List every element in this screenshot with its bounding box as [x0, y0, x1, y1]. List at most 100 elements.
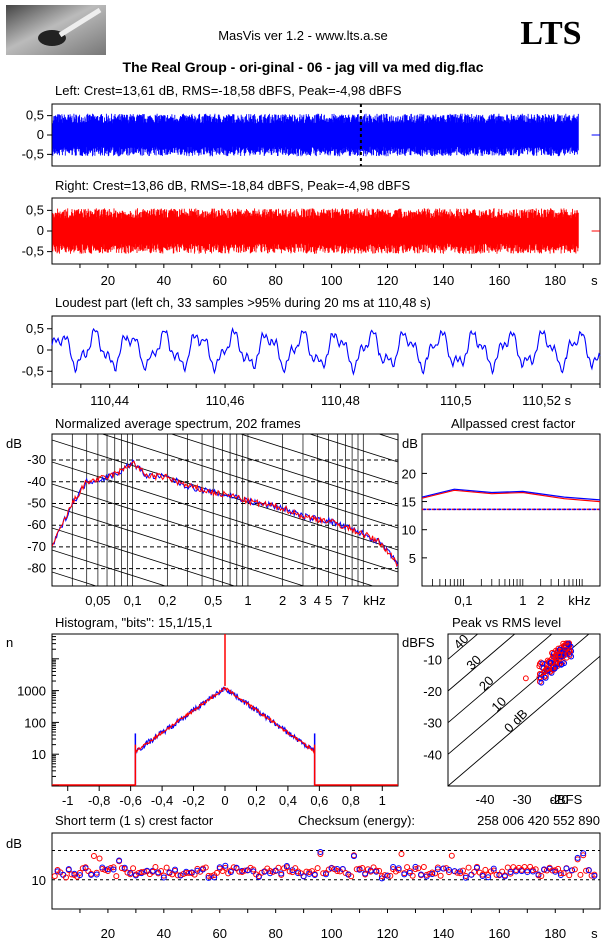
- crest-point-right: [412, 866, 419, 873]
- crest-point-right: [566, 872, 573, 879]
- x-tick-label: 2: [537, 593, 544, 608]
- spectrum-ylabel: dB: [6, 436, 22, 451]
- crest-point-right: [130, 865, 137, 872]
- y-tick-label: 0,5: [26, 202, 44, 217]
- crest-point-right: [213, 869, 220, 876]
- crest-point-right: [68, 871, 75, 878]
- y-tick-label: 0: [37, 223, 44, 238]
- crest-point-right: [580, 852, 587, 859]
- crest-diagonal: [448, 655, 600, 786]
- crest-point-left: [267, 870, 274, 877]
- diagonal-label: 0 dB: [501, 706, 531, 736]
- diagonal-label: 10: [488, 694, 509, 715]
- crest-point-right: [269, 868, 276, 875]
- crest-point-right: [275, 864, 282, 871]
- crest-point-left: [300, 873, 307, 880]
- loudest-part-line: [51, 326, 601, 376]
- crest-point-left: [569, 867, 576, 874]
- slope-gridline: [52, 505, 305, 586]
- crest-point-left: [54, 868, 61, 875]
- crest-point-right: [538, 873, 545, 880]
- crest-point-left: [580, 850, 587, 857]
- x-tick-label: 3: [299, 593, 306, 608]
- y-tick-label: 10: [32, 747, 46, 762]
- crest-point-left: [462, 874, 469, 881]
- crest-point-left: [121, 864, 128, 871]
- x-tick-label: 4: [314, 593, 321, 608]
- crest-point-left: [440, 865, 447, 872]
- crest-point-right: [160, 872, 167, 879]
- slope-gridline: [170, 434, 398, 507]
- crest-point-right: [387, 872, 394, 879]
- peak-rms-point-left: [558, 661, 565, 668]
- x-tick-label: s: [591, 273, 598, 288]
- crest-point-left: [501, 873, 508, 880]
- crest-point-left: [524, 869, 531, 876]
- x-tick-label: 160: [488, 273, 510, 288]
- x-tick-label: 100: [321, 273, 343, 288]
- crest-point-left: [65, 866, 72, 873]
- peak-rms-xlabel: dBFS: [550, 792, 583, 807]
- left-waveform: [52, 113, 579, 157]
- crest-point-right: [378, 873, 385, 880]
- crest-point-left: [574, 854, 581, 861]
- x-tick-label: 0,2: [158, 593, 176, 608]
- x-tick-label: -40: [476, 792, 495, 807]
- x-tick-label: 110,5: [440, 393, 472, 408]
- y-tick-label: 100: [24, 715, 46, 730]
- crest-point-right: [482, 866, 489, 873]
- crest-point-right: [557, 870, 564, 877]
- peak-rms-point-left: [542, 675, 549, 681]
- crest-point-right: [93, 869, 100, 876]
- crest-point-left: [468, 871, 475, 878]
- crest-point-left: [76, 872, 83, 879]
- crest-point-left: [418, 871, 425, 878]
- crest-point-left: [183, 868, 190, 875]
- spectrum-plot: [51, 433, 399, 587]
- x-tick-label: 1: [519, 593, 526, 608]
- crest-point-left: [211, 874, 218, 881]
- crest-point-left: [255, 873, 262, 880]
- crest-point-left: [328, 865, 335, 872]
- right-channel-title: Right: Crest=13,86 dB, RMS=-18,84 dBFS, …: [55, 178, 410, 193]
- y-tick-label: 0: [37, 127, 44, 142]
- x-tick-label: 180: [544, 273, 566, 288]
- x-tick-label: 60: [213, 273, 227, 288]
- crest-point-right: [267, 867, 274, 874]
- x-tick-label: 0,8: [342, 793, 360, 808]
- crest-point-right: [202, 864, 209, 871]
- crest-point-right: [404, 864, 411, 871]
- crest-point-right: [191, 871, 198, 878]
- y-tick-label: -70: [27, 539, 46, 554]
- x-tick-label: -20: [550, 792, 569, 807]
- crest-point-right: [348, 873, 355, 880]
- crest-point-right: [583, 867, 590, 874]
- crest-point-left: [541, 866, 548, 873]
- loudest-part-plot: [51, 315, 601, 385]
- crest-point-right: [317, 851, 324, 858]
- peak-rms-point-left: [538, 679, 545, 686]
- crest-point-left: [222, 862, 229, 869]
- crest-point-left: [278, 870, 285, 877]
- crest-point-right: [359, 865, 366, 872]
- loudest-part-title: Loudest part (left ch, 33 samples >95% d…: [55, 295, 431, 310]
- x-tick-label: 0,1: [124, 593, 142, 608]
- x-tick-label: 110,46: [206, 393, 245, 408]
- y-tick-label: 15: [402, 495, 416, 510]
- crest-point-right: [423, 871, 430, 878]
- x-tick-label: 0,5: [204, 593, 222, 608]
- peak-rms-point-right: [556, 651, 563, 658]
- crest-point-right: [286, 868, 293, 875]
- x-tick-label: kHz: [363, 593, 385, 608]
- crest-point-right: [320, 870, 327, 877]
- histogram-curve-1: [135, 686, 316, 754]
- crest-point-right: [381, 872, 388, 879]
- right-waveform: [52, 208, 579, 254]
- crest-point-left: [395, 865, 402, 872]
- crest-point-right: [174, 872, 181, 879]
- crest-point-left: [295, 870, 302, 877]
- crest-point-right: [250, 866, 257, 873]
- x-tick-label: 40: [157, 926, 171, 941]
- crest-point-left: [507, 869, 514, 876]
- y-tick-label: -40: [423, 747, 442, 762]
